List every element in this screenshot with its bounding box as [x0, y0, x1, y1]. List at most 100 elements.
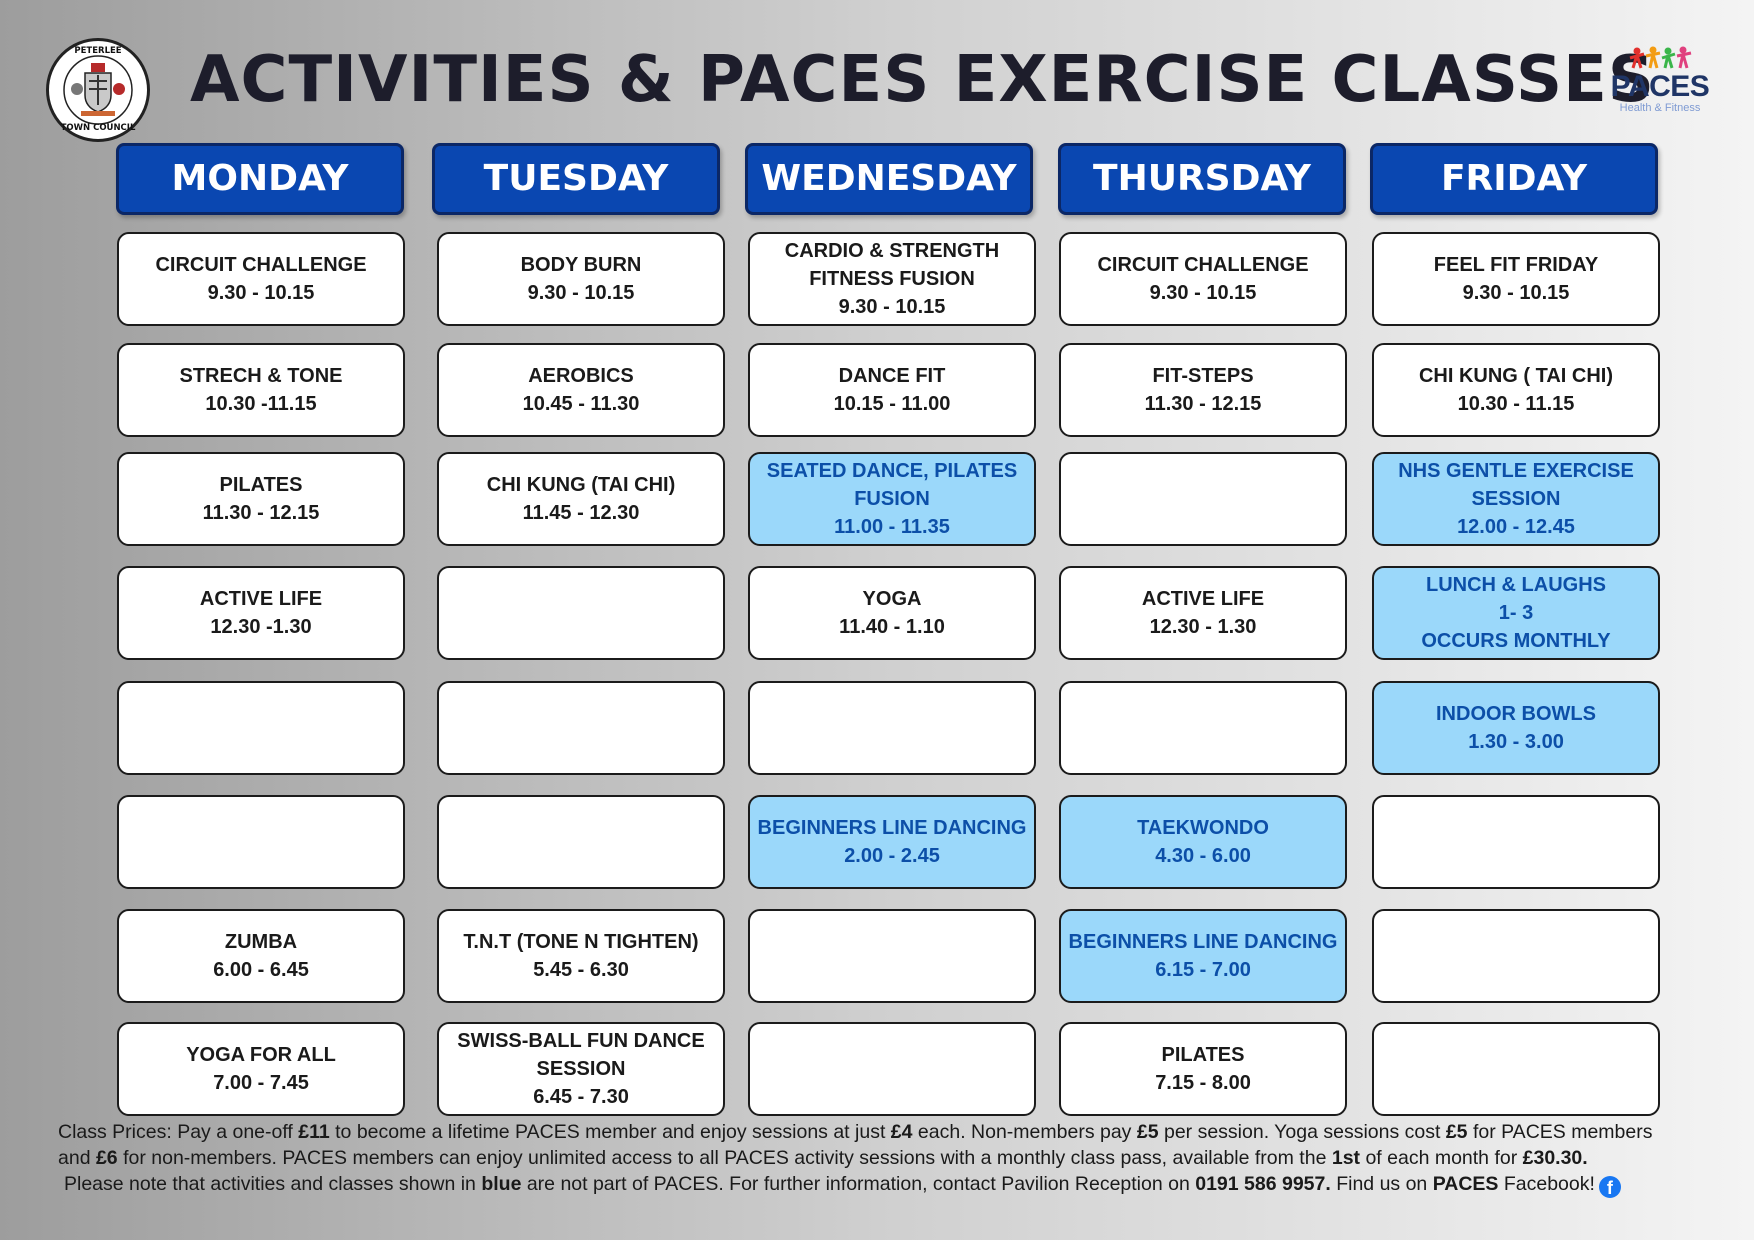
footer-text: Facebook!	[1498, 1173, 1595, 1195]
class-slot: BODY BURN 9.30 - 10.15	[437, 232, 725, 326]
class-name: TAEKWONDO	[1137, 817, 1269, 839]
class-name: NHS GENTLE EXERCISE SESSION	[1398, 460, 1634, 510]
pricing-footer: Class Prices: Pay a one-off £11 to becom…	[58, 1119, 1722, 1198]
class-name: CHI KUNG ( TAI CHI)	[1418, 365, 1614, 387]
empty-slot	[1372, 1022, 1660, 1116]
class-time: 6.15 - 7.00	[1155, 959, 1251, 981]
empty-slot	[748, 681, 1036, 775]
empty-slot	[117, 681, 405, 775]
paces-logo-text: PACES	[1610, 70, 1710, 103]
people-figures-icon	[1629, 46, 1692, 69]
class-slot: NHS GENTLE EXERCISE SESSION 12.00 - 12.45	[1372, 452, 1660, 546]
class-time: 11.45 - 12.30	[522, 502, 640, 524]
class-time: 6.45 - 7.30	[533, 1086, 629, 1108]
day-header-wednesday: WEDNESDAY	[745, 143, 1033, 215]
footer-line-2: and £6 for non-members. PACES members ca…	[58, 1145, 1722, 1171]
paces-logo-tagline: Health & Fitness	[1619, 102, 1701, 114]
class-name: BEGINNERS LINE DANCING	[1068, 931, 1338, 953]
footer-bold: £11	[298, 1121, 330, 1143]
class-slot: T.N.T (TONE N TIGHTEN) 5.45 - 6.30	[437, 909, 725, 1003]
class-time: 2.00 - 2.45	[844, 845, 940, 867]
empty-slot	[437, 795, 725, 889]
empty-slot	[748, 1022, 1036, 1116]
class-name: INDOOR BOWLS	[1436, 703, 1596, 725]
class-name: SEATED DANCE, PILATES FUSION	[766, 460, 1018, 510]
class-time: 10.30 - 11.15	[1457, 393, 1575, 415]
class-time: 10.30 -11.15	[205, 393, 317, 415]
footer-text: and	[58, 1147, 96, 1169]
class-time: 6.00 - 6.45	[213, 959, 309, 981]
class-slot: YOGA 11.40 - 1.10	[748, 566, 1036, 660]
class-time: 9.30 - 10.15	[838, 296, 946, 318]
day-header-friday: FRIDAY	[1370, 143, 1658, 215]
class-slot: ACTIVE LIFE 12.30 - 1.30	[1059, 566, 1347, 660]
class-slot: INDOOR BOWLS 1.30 - 3.00	[1372, 681, 1660, 775]
class-name: PILATES	[1161, 1044, 1245, 1066]
empty-slot	[748, 909, 1036, 1003]
class-name: BODY BURN	[520, 254, 642, 276]
class-time: 9.30 - 10.15	[527, 282, 635, 304]
empty-slot	[1059, 452, 1347, 546]
class-name: PILATES	[219, 474, 303, 496]
empty-slot	[1059, 681, 1347, 775]
footer-bold: £6	[95, 1147, 118, 1169]
seal-text-bottom: TOWN COUNCIL	[60, 123, 136, 133]
footer-text: are not part of PACES. For further infor…	[521, 1173, 1196, 1195]
empty-slot	[1372, 795, 1660, 889]
footer-bold: £5	[1136, 1121, 1159, 1143]
class-name: LUNCH & LAUGHS 1- 3	[1426, 574, 1606, 624]
class-time: OCCURS MONTHLY	[1421, 630, 1611, 652]
class-time: 12.30 - 1.30	[1149, 616, 1257, 638]
class-slot: AEROBICS 10.45 - 11.30	[437, 343, 725, 437]
class-time: 7.00 - 7.45	[213, 1072, 309, 1094]
footer-text: for non-members. PACES members can enjoy…	[117, 1147, 1332, 1169]
class-time: 9.30 - 10.15	[1462, 282, 1570, 304]
class-slot: SWISS-BALL FUN DANCE SESSION 6.45 - 7.30	[437, 1022, 725, 1116]
class-slot: SEATED DANCE, PILATES FUSION 11.00 - 11.3…	[748, 452, 1036, 546]
footer-bold: 0191 586 9957.	[1195, 1173, 1331, 1195]
class-slot: PILATES 11.30 - 12.15	[117, 452, 405, 546]
empty-slot	[437, 566, 725, 660]
class-slot: CHI KUNG ( TAI CHI) 10.30 - 11.15	[1372, 343, 1660, 437]
class-time: 1.30 - 3.00	[1468, 731, 1564, 753]
class-slot: CHI KUNG (TAI CHI) 11.45 - 12.30	[437, 452, 725, 546]
footer-line-3: Please note that activities and classes …	[58, 1171, 1722, 1198]
class-time: 11.30 - 12.15	[1144, 393, 1262, 415]
footer-bold: £4	[890, 1121, 913, 1143]
class-name: DANCE FIT	[838, 365, 946, 387]
footer-line-1: Class Prices: Pay a one-off £11 to becom…	[58, 1119, 1722, 1145]
facebook-icon[interactable]: f	[1598, 1176, 1621, 1198]
class-name: FIT-STEPS	[1152, 365, 1254, 387]
class-time: 4.30 - 6.00	[1155, 845, 1251, 867]
footer-text: for PACES members	[1467, 1121, 1653, 1143]
class-time: 12.00 - 12.45	[1457, 516, 1575, 538]
seal-text-top: PETERLEE	[74, 46, 122, 56]
class-slot: CIRCUIT CHALLENGE 9.30 - 10.15	[117, 232, 405, 326]
footer-text: of each month for	[1360, 1147, 1523, 1169]
class-time: 9.30 - 10.15	[207, 282, 315, 304]
class-time: 10.45 - 11.30	[522, 393, 640, 415]
class-slot: BEGINNERS LINE DANCING 6.15 - 7.00	[1059, 909, 1347, 1003]
footer-bold: PACES	[1432, 1173, 1499, 1195]
footer-text: per session. Yoga sessions cost	[1158, 1121, 1446, 1143]
class-name: BEGINNERS LINE DANCING	[757, 817, 1027, 839]
class-name: CHI KUNG (TAI CHI)	[486, 474, 676, 496]
footer-bold: £5	[1445, 1121, 1468, 1143]
class-name: CARDIO & STRENGTH FITNESS FUSION	[784, 240, 1000, 290]
town-council-seal: PETERLEE TOWN COUNCIL	[46, 38, 150, 142]
class-slot: STRECH & TONE 10.30 -11.15	[117, 343, 405, 437]
footer-bold: £30.30.	[1522, 1147, 1588, 1169]
class-time: 10.15 - 11.00	[833, 393, 951, 415]
class-slot: ZUMBA 6.00 - 6.45	[117, 909, 405, 1003]
class-slot: DANCE FIT 10.15 - 11.00	[748, 343, 1036, 437]
footer-bold: blue	[481, 1173, 522, 1195]
class-slot: FEEL FIT FRIDAY 9.30 - 10.15	[1372, 232, 1660, 326]
class-name: FEEL FIT FRIDAY	[1433, 254, 1599, 276]
empty-slot	[1372, 909, 1660, 1003]
empty-slot	[117, 795, 405, 889]
class-slot: CARDIO & STRENGTH FITNESS FUSION 9.30 - 1…	[748, 232, 1036, 326]
empty-slot	[437, 681, 725, 775]
class-slot: YOGA FOR ALL 7.00 - 7.45	[117, 1022, 405, 1116]
footer-text: to become a lifetime PACES member and en…	[329, 1121, 891, 1143]
footer-text: Find us on	[1330, 1173, 1433, 1195]
